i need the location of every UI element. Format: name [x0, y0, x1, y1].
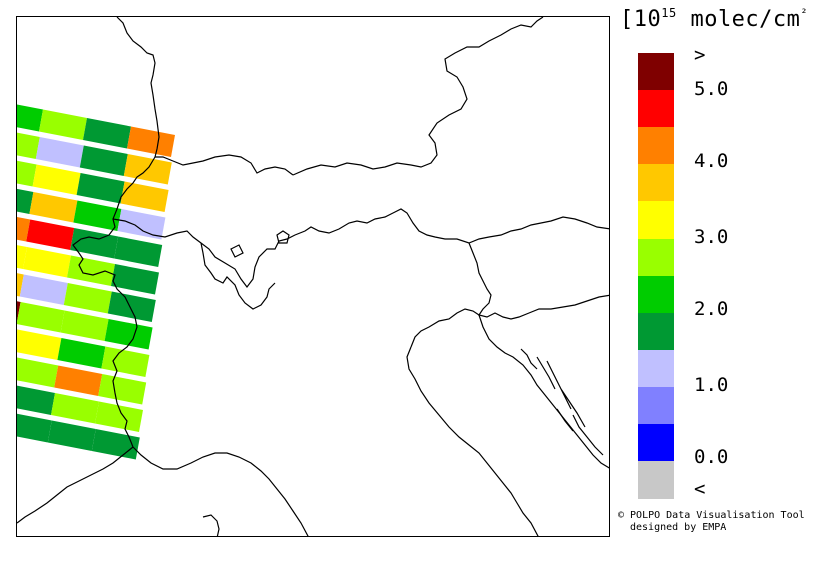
colorbar-swatch: [638, 424, 674, 462]
swath-pixel: [114, 236, 163, 267]
colorbar-swatch: [638, 238, 674, 277]
colorbar-swatch: [638, 53, 674, 91]
colorbar-swatch: [638, 127, 674, 165]
swath-pixel: [19, 274, 68, 305]
coast-north-adriatic: [410, 308, 480, 348]
swath-pixel: [63, 283, 112, 314]
satellite-swath: [17, 104, 175, 460]
colorbar-legend: [1015 molec/cm² ] >5.0 4.0 3.0 2.0 1.0 0.0 < ©…: [610, 0, 813, 566]
swath-pixel: [35, 137, 84, 168]
colorbar-swatch: [638, 201, 674, 239]
swath-pixel: [17, 188, 34, 214]
swath-pixel: [17, 302, 65, 333]
colorbar-tick-label: 3.0: [694, 226, 729, 248]
units-open: [10: [620, 7, 662, 32]
colorbar-tick-label: <: [694, 478, 706, 500]
swath-pixel: [39, 109, 87, 140]
swath-pixel: [76, 173, 125, 204]
swath-pixel: [117, 209, 166, 240]
swath-pixel: [57, 338, 106, 369]
swath-pixel: [127, 126, 175, 157]
swath-pixel: [91, 429, 140, 460]
colorbar-swatch: [638, 461, 674, 499]
swath-pixel: [17, 245, 27, 269]
lake-contour-1: [276, 230, 290, 244]
colorbar-swatch: [638, 90, 674, 128]
coast-croatia-islands: [520, 348, 604, 456]
border-france-swiss: [72, 156, 156, 448]
swath-pixel: [29, 192, 78, 223]
swath-pixel: [101, 346, 150, 377]
colorbar-tick-label: 5.0: [694, 78, 729, 100]
coast-ligurian: [132, 446, 309, 536]
swath-pixel: [123, 154, 172, 185]
colorbar-swatch: [638, 275, 674, 314]
swath-pixel: [104, 319, 153, 350]
corsica: [202, 514, 220, 536]
swath-pixel: [17, 301, 21, 322]
swath-pixel: [95, 401, 143, 432]
border-austria-north: [292, 17, 544, 176]
swath-pixel: [17, 357, 59, 388]
colorbar-tick-label: >: [694, 44, 706, 66]
swath-pixel: [17, 413, 52, 443]
coast-istria: [478, 314, 609, 469]
colorbar-tick-label: 4.0: [694, 150, 729, 172]
swath-pixel: [51, 393, 99, 424]
border-france-west: [116, 17, 160, 158]
colorbar-swatch: [638, 312, 674, 351]
swath-pixel: [120, 181, 169, 212]
swath-pixel: [83, 118, 131, 149]
swath-pixel: [79, 145, 128, 176]
swath-pixel: [17, 104, 43, 132]
colorbar-tick-label: 1.0: [694, 374, 729, 396]
swath-pixel: [73, 200, 122, 231]
units-exponent: 15: [661, 6, 677, 20]
units-text: molec/cm: [676, 7, 801, 32]
map-canvas[interactable]: [17, 17, 610, 537]
border-slovenia: [468, 242, 609, 320]
swath-pixel: [17, 329, 62, 360]
credit-line-1: © POLPO Data Visualisation Tool: [618, 510, 805, 521]
colorbar-swatch: [638, 386, 674, 425]
coast-france-south: [17, 446, 134, 524]
swath-pixel: [17, 160, 37, 187]
swath-pixel: [17, 216, 31, 242]
colorbar-tick-label: 2.0: [694, 298, 729, 320]
units-close: ]: [808, 7, 813, 32]
swath-pixel: [17, 273, 24, 297]
colorbar-swatch: [638, 164, 674, 202]
swath-pixel: [32, 164, 81, 195]
coast-italy-east: [406, 346, 539, 536]
swath-pixel: [67, 255, 115, 286]
units-label: [1015 molec/cm² ]: [620, 6, 813, 32]
units-square: ²: [800, 6, 809, 20]
swath-pixel: [54, 365, 103, 396]
swath-pixel: [107, 291, 156, 322]
coastlines-borders: [17, 17, 609, 536]
swath-pixel: [60, 310, 109, 341]
swath-pixel: [26, 219, 75, 250]
swath-pixel: [17, 385, 55, 415]
credit-line-2: designed by EMPA: [630, 522, 727, 533]
border-alps-south: [112, 208, 609, 288]
colorbar-tick-label: 0.0: [694, 446, 729, 468]
border-swiss-italy: [200, 242, 276, 310]
swath-pixel: [47, 420, 96, 451]
swath-pixel: [17, 132, 40, 159]
colorbar-swatch: [638, 349, 674, 388]
lake-contour-2: [230, 244, 244, 258]
swath-pixel: [23, 247, 71, 278]
swath-pixel: [98, 374, 147, 405]
border-germany-swiss: [155, 154, 294, 176]
map-panel[interactable]: [16, 16, 610, 537]
swath-pixel: [111, 264, 159, 295]
